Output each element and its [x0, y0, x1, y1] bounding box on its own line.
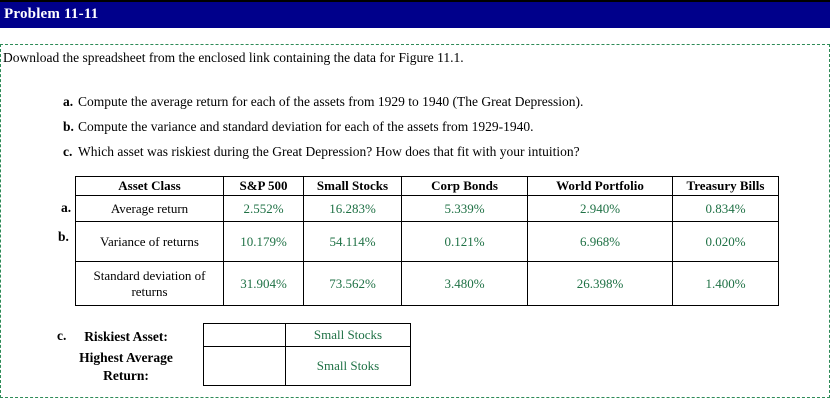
- value-cell: 1.400%: [672, 261, 779, 306]
- column-header-corp-bonds: Corp Bonds: [401, 176, 528, 196]
- answers-marker-c: c.: [57, 328, 67, 343]
- intro-text: Download the spreadsheet from the enclos…: [3, 50, 464, 65]
- value-cell: 54.114%: [303, 221, 402, 262]
- value-cell: 73.562%: [303, 261, 402, 306]
- question-text-a: Compute the average return for each of t…: [78, 94, 584, 109]
- row-label-variance: Variance of returns: [75, 221, 224, 262]
- question-item-b: b. Compute the variance and standard devi…: [63, 119, 583, 135]
- results-table: Asset Class S&P 500 Small Stocks Corp Bo…: [75, 176, 779, 306]
- content-box: Download the spreadsheet from the enclos…: [0, 44, 830, 398]
- answer-labels: Riskiest Asset: Highest Average Return:: [65, 328, 187, 388]
- value-cell: 5.339%: [401, 195, 528, 222]
- table-row-average-return: Average return 2.552% 16.283% 5.339% 2.9…: [75, 195, 779, 222]
- questions-list: a. Compute the average return for each of…: [63, 94, 583, 169]
- answers-table: Small Stocks Small Stoks: [203, 323, 411, 386]
- answers-table-wrap: Small Stocks Small Stoks: [203, 323, 411, 386]
- row-label-average-return: Average return: [75, 195, 224, 222]
- value-cell: 0.121%: [401, 221, 528, 262]
- table-row-standard-deviation: Standard deviation of returns 31.904% 73…: [75, 261, 779, 306]
- row-marker-a: a.: [61, 200, 72, 215]
- value-cell: 3.480%: [401, 261, 528, 306]
- question-letter-c: c.: [63, 144, 73, 159]
- value-cell: 31.904%: [223, 261, 304, 306]
- value-cell: 0.834%: [672, 195, 779, 222]
- column-header-treasury-bills: Treasury Bills: [672, 176, 779, 196]
- highest-average-blank-cell: [203, 346, 286, 386]
- results-header-row: Asset Class S&P 500 Small Stocks Corp Bo…: [75, 176, 779, 196]
- question-text-c: Which asset was riskiest during the Grea…: [78, 144, 580, 159]
- value-cell: 16.283%: [303, 195, 402, 222]
- value-cell: 2.940%: [527, 195, 673, 222]
- riskiest-asset-blank-cell: [203, 323, 286, 347]
- page-title: Problem 11-11: [4, 6, 99, 22]
- row-marker-b: b.: [58, 229, 69, 244]
- value-cell: 0.020%: [672, 221, 779, 262]
- title-bar: Problem 11-11: [0, 0, 830, 28]
- value-cell: 26.398%: [527, 261, 673, 306]
- value-cell: 6.968%: [527, 221, 673, 262]
- question-letter-b: b.: [63, 119, 74, 134]
- column-header-world-portfolio: World Portfolio: [527, 176, 673, 196]
- question-item-c: c. Which asset was riskiest during the Gr…: [63, 144, 583, 160]
- question-letter-a: a.: [63, 94, 74, 109]
- column-header-small-stocks: Small Stocks: [303, 176, 402, 196]
- table-row-variance: Variance of returns 10.179% 54.114% 0.12…: [75, 221, 779, 262]
- highest-average-return-label: Highest Average Return:: [79, 350, 173, 383]
- column-header-asset-class: Asset Class: [75, 176, 224, 196]
- question-item-a: a. Compute the average return for each of…: [63, 94, 583, 110]
- riskiest-asset-value: Small Stocks: [285, 323, 411, 347]
- answer-row-riskiest: Small Stocks: [203, 323, 411, 347]
- column-header-sp500: S&P 500: [223, 176, 304, 196]
- value-cell: 2.552%: [223, 195, 304, 222]
- results-table-wrap: Asset Class S&P 500 Small Stocks Corp Bo…: [75, 176, 779, 306]
- answer-row-highest-average: Small Stoks: [203, 346, 411, 386]
- value-cell: 10.179%: [223, 221, 304, 262]
- highest-average-value: Small Stoks: [285, 346, 411, 386]
- riskiest-asset-label: Riskiest Asset:: [84, 329, 168, 344]
- question-text-b: Compute the variance and standard deviat…: [78, 119, 534, 134]
- row-label-standard-deviation: Standard deviation of returns: [75, 261, 224, 306]
